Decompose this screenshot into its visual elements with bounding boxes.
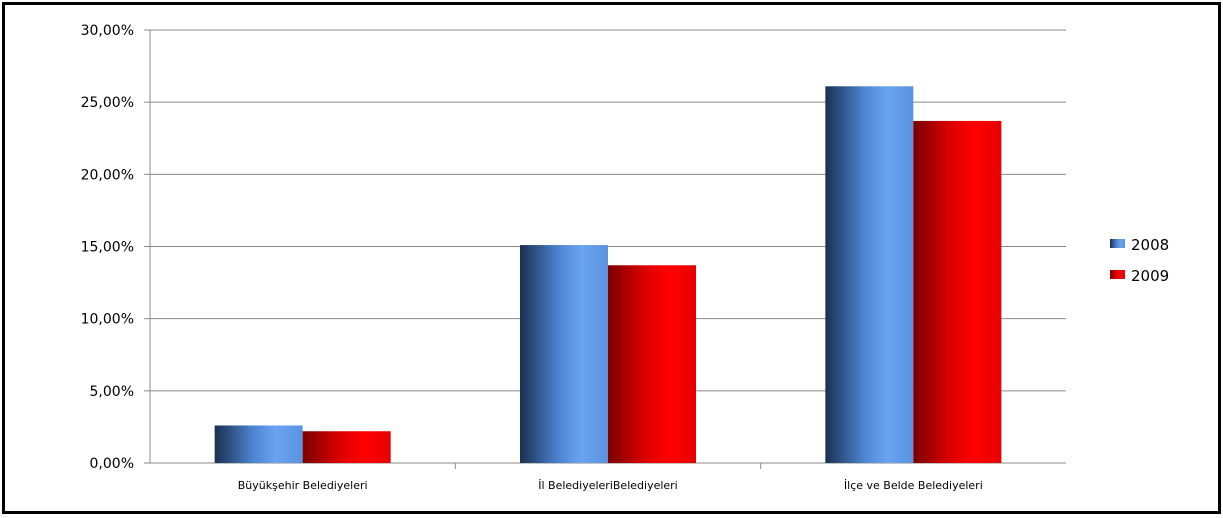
x-category-label: İlçe ve Belde Belediyeleri <box>844 479 983 492</box>
y-tick-label: 0,00% <box>90 456 134 472</box>
bar-chart: 0,00% 5,00% 10,00% 15,00% 20,00% 25,00% 30,00%… <box>81 23 1170 492</box>
bar-2008 <box>520 245 608 463</box>
bar-2008 <box>825 86 914 463</box>
bar-2009 <box>913 120 1002 464</box>
labels: 0,00% 5,00% 10,00% 15,00% 20,00% 25,00% 30,00%… <box>81 23 983 492</box>
legend-label: 2009 <box>1131 267 1169 285</box>
legend-swatch-2009 <box>1110 270 1125 279</box>
bar-2009 <box>608 265 696 463</box>
legend: 2008 2009 <box>1110 236 1169 285</box>
y-tick-label: 10,00% <box>81 312 134 328</box>
legend-swatch-2008 <box>1110 239 1125 248</box>
y-tick-label: 30,00% <box>81 23 134 39</box>
y-tick-label: 5,00% <box>90 384 134 400</box>
bars <box>214 86 1002 464</box>
legend-label: 2008 <box>1131 236 1169 254</box>
bar-2008 <box>214 425 303 463</box>
bar-2009 <box>302 431 391 463</box>
x-category-label: Büyükşehir Belediyeleri <box>238 479 368 492</box>
y-tick-label: 25,00% <box>81 95 134 111</box>
y-tick-label: 20,00% <box>81 167 134 183</box>
y-tick-label: 15,00% <box>81 240 134 256</box>
x-category-label: İl BelediyeleriBelediyeleri <box>538 479 678 492</box>
